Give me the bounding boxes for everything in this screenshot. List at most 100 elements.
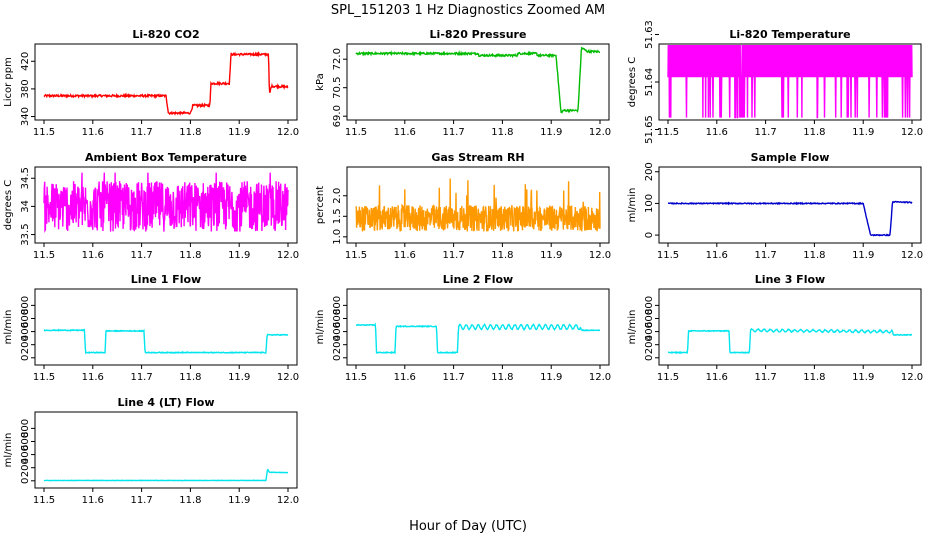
x-tick-label: 11.8	[491, 250, 513, 261]
panel-sample_flow: Sample Flow 11.5 11.6 11.7 11.8 11.9 12.0 0 100 2…	[627, 151, 923, 261]
x-tick-label: 12.0	[901, 250, 923, 261]
y-tick-label: 70.5	[332, 77, 343, 99]
plot-frame	[34, 43, 298, 121]
x-tick-label: 11.9	[540, 250, 562, 261]
x-tick-label: 11.6	[82, 372, 104, 383]
y-tick-label: 400	[644, 322, 655, 341]
x-tick-label: 12.0	[277, 372, 299, 383]
y-axis-label: percent	[315, 186, 326, 224]
x-tick-label: 12.0	[901, 372, 923, 383]
plot-frame	[658, 166, 922, 244]
panel-co2: Li-820 CO2 11.5 11.6 11.7 11.8 11.9 12.0 340 380…	[3, 28, 299, 138]
y-tick-label: 200	[20, 335, 31, 354]
panel-title: Gas Stream RH	[431, 151, 524, 164]
x-tick-label: 11.8	[803, 372, 825, 383]
x-tick-label: 12.0	[277, 495, 299, 506]
x-tick-label: 11.6	[394, 250, 416, 261]
plot-frame	[34, 411, 298, 489]
plot-frame	[346, 166, 610, 244]
y-tick-label: 600	[644, 309, 655, 328]
x-tick-label: 11.9	[852, 250, 874, 261]
y-tick-label: 0	[332, 355, 343, 361]
panel-licor_temp: Li-820 Temperature 11.5 11.6 11.7 11.8 11.9 12…	[627, 20, 923, 144]
x-tick-label: 11.7	[442, 250, 464, 261]
plot-frame	[658, 288, 922, 366]
x-tick-label: 11.7	[754, 372, 776, 383]
y-tick-label: 380	[20, 79, 31, 98]
y-axis-label: ml/min	[3, 433, 14, 468]
y-tick-label: 0	[20, 355, 31, 361]
x-tick-label: 11.8	[491, 372, 513, 383]
x-tick-label: 11.9	[228, 372, 250, 383]
x-tick-label: 11.6	[706, 372, 728, 383]
x-tick-label: 11.5	[657, 372, 679, 383]
x-tick-label: 11.5	[657, 250, 679, 261]
x-tick-label: 12.0	[901, 127, 923, 138]
y-tick-label: 33.5	[20, 223, 31, 245]
series-line-gas_rh	[355, 178, 601, 232]
y-tick-label: 600	[20, 432, 31, 451]
y-tick-label: 51.63	[644, 20, 655, 49]
panel-title: Line 1 Flow	[131, 273, 201, 286]
x-tick-label: 11.8	[803, 127, 825, 138]
series-line-line1_flow	[43, 328, 289, 355]
y-tick-label: 100	[644, 194, 655, 213]
x-tick-label: 11.9	[228, 250, 250, 261]
y-tick-label: 800	[20, 296, 31, 315]
x-tick-label: 11.5	[345, 250, 367, 261]
y-tick-label: 340	[20, 107, 31, 126]
y-tick-label: 1.0	[332, 229, 343, 245]
figure-x-axis-label: Hour of Day (UTC)	[409, 519, 527, 534]
series-line-sample_flow	[667, 200, 913, 237]
y-axis-label: degrees C	[627, 57, 638, 107]
y-tick-label: 600	[20, 309, 31, 328]
x-tick-label: 11.9	[540, 372, 562, 383]
panel-title: Li-820 Pressure	[430, 28, 527, 41]
x-tick-label: 11.6	[394, 372, 416, 383]
y-axis-label: ml/min	[627, 188, 638, 223]
y-tick-label: 400	[20, 445, 31, 464]
panel-line4_flow: Line 4 (LT) Flow 11.5 11.6 11.7 11.8 11.9 12.0…	[3, 396, 299, 506]
x-tick-label: 11.6	[394, 127, 416, 138]
y-tick-label: 600	[332, 309, 343, 328]
x-tick-label: 11.6	[82, 127, 104, 138]
x-tick-label: 11.7	[754, 127, 776, 138]
y-tick-label: 200	[644, 335, 655, 354]
x-tick-label: 12.0	[277, 127, 299, 138]
x-tick-label: 11.8	[803, 250, 825, 261]
y-axis-label: ml/min	[3, 310, 14, 345]
x-tick-label: 11.8	[179, 250, 201, 261]
x-tick-label: 11.8	[179, 495, 201, 506]
y-tick-label: 1.5	[332, 208, 343, 224]
panel-title: Li-820 Temperature	[729, 28, 850, 41]
series-line-pressure	[355, 46, 601, 114]
x-tick-label: 11.8	[179, 127, 201, 138]
x-tick-label: 12.0	[589, 372, 611, 383]
y-tick-label: 69.0	[332, 105, 343, 127]
x-tick-label: 12.0	[589, 127, 611, 138]
y-tick-label: 200	[644, 162, 655, 181]
x-tick-label: 11.6	[706, 127, 728, 138]
x-tick-label: 11.5	[345, 127, 367, 138]
y-axis-label: ml/min	[315, 310, 326, 345]
y-axis-label: degrees C	[3, 180, 14, 230]
plot-frame	[346, 43, 610, 121]
x-tick-label: 11.8	[179, 372, 201, 383]
panel-line3_flow: Line 3 Flow 11.5 11.6 11.7 11.8 11.9 12.0 02004…	[627, 273, 923, 383]
y-tick-label: 0	[20, 478, 31, 484]
y-tick-label: 400	[332, 322, 343, 341]
x-tick-label: 11.7	[130, 250, 152, 261]
x-tick-label: 11.9	[540, 127, 562, 138]
y-tick-label: 0	[644, 355, 655, 361]
x-tick-label: 11.9	[852, 372, 874, 383]
panel-gas_rh: Gas Stream RH 11.5 11.6 11.7 11.8 11.9 12.0 1.0…	[315, 151, 611, 261]
panel-line1_flow: Line 1 Flow 11.5 11.6 11.7 11.8 11.9 12.0 02004…	[3, 273, 299, 383]
x-tick-label: 12.0	[277, 250, 299, 261]
y-tick-label: 420	[20, 52, 31, 71]
y-tick-label: 0	[644, 232, 655, 238]
x-tick-label: 11.8	[491, 127, 513, 138]
x-tick-label: 11.7	[754, 250, 776, 261]
x-tick-label: 11.5	[657, 127, 679, 138]
series-line-ambient_temp	[43, 172, 289, 234]
